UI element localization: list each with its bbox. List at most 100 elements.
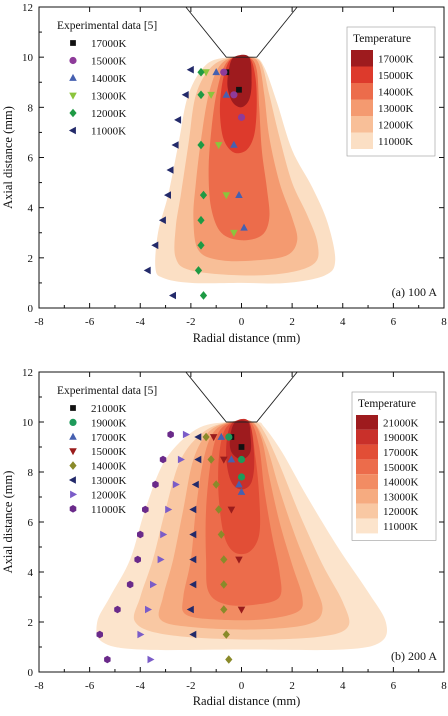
- data-point-11000K: [134, 555, 141, 564]
- data-point-14000K: [220, 555, 228, 564]
- temperature-contours: [155, 54, 336, 284]
- data-point-15000K: [230, 91, 238, 99]
- data-point-14000K: [212, 68, 220, 76]
- legend-label: 17000K: [91, 38, 127, 50]
- temperature-legend-label: 11000K: [383, 521, 418, 533]
- temperature-legend-label: 14000K: [383, 477, 419, 489]
- legend-marker-15000K: [69, 448, 77, 456]
- experimental-legend: Experimental data [5] 17000K 15000K 14000K 1…: [57, 20, 157, 138]
- data-point-12000K: [160, 530, 168, 539]
- y-tick-label: 2: [28, 617, 34, 629]
- data-point-12000K: [145, 605, 152, 614]
- legend-marker-13000K: [69, 92, 77, 100]
- data-point-13000K: [222, 192, 231, 200]
- data-point-11000K: [171, 141, 179, 149]
- data-point-12000K: [197, 215, 205, 225]
- legend-label: 12000K: [91, 489, 127, 501]
- x-tick-label: -4: [136, 680, 146, 692]
- legend-label: 14000K: [91, 73, 127, 85]
- electrode-tip: [185, 6, 298, 58]
- data-point-14000K: [217, 530, 225, 539]
- temperature-swatch-14000K: [351, 83, 373, 100]
- y-tick-label: 12: [22, 367, 33, 379]
- x-tick-label: 2: [289, 680, 295, 692]
- temperature-legend-label: 21000K: [383, 417, 419, 429]
- temperature-swatch-17000K: [351, 50, 373, 67]
- data-point-17000K: [236, 86, 242, 93]
- legend-label: 12000K: [91, 108, 127, 120]
- data-point-11000K: [174, 116, 182, 124]
- data-point-17000K: [235, 480, 243, 488]
- data-point-11000K: [114, 605, 121, 614]
- legend-marker-11000K: [68, 126, 76, 135]
- axis-ticks: -8 -6 -4 -2 0 2 4 6 8 0 2 4 6 8 10 12: [22, 2, 447, 328]
- data-point-14000K: [222, 90, 231, 98]
- data-point-14000K: [207, 455, 215, 464]
- data-point-12000K: [137, 630, 145, 639]
- data-point-12000K: [172, 480, 180, 489]
- data-point-11000K: [137, 530, 144, 539]
- data-point-12000K: [199, 291, 208, 300]
- temperature-swatch-12000K: [351, 116, 373, 133]
- temperature-swatch-15000K: [351, 66, 373, 83]
- data-point-15000K: [237, 113, 246, 121]
- legend-marker-12000K: [70, 490, 78, 499]
- data-point-12000K: [157, 555, 165, 564]
- data-point-14000K: [220, 605, 228, 614]
- y-tick-label: 10: [22, 52, 34, 64]
- y-tick-label: 4: [28, 567, 34, 579]
- legend-marker-19000K: [69, 418, 77, 426]
- temperature-legend-title: Temperature: [358, 398, 416, 410]
- data-point-11000K: [158, 216, 166, 224]
- data-point-15000K: [209, 434, 218, 442]
- legend-marker-11000K: [69, 505, 77, 513]
- temperature-legend-label: 13000K: [383, 491, 419, 503]
- data-point-17000K: [227, 455, 236, 463]
- x-tick-label: -8: [34, 316, 44, 328]
- y-tick-label: 4: [28, 203, 34, 215]
- legend-marker-12000K: [69, 108, 77, 118]
- chart-panel-a: -8 -6 -4 -2 0 2 4 6 8 0 2 4 6 8 10 12 Radial distance (m…: [1, 2, 447, 345]
- x-tick-label: 2: [289, 316, 295, 328]
- data-point-14000K: [235, 191, 243, 198]
- x-tick-label: -6: [85, 680, 95, 692]
- x-tick-label: 6: [391, 316, 397, 328]
- legend-label: 13000K: [91, 475, 127, 487]
- legend-marker-21000K: [70, 405, 76, 411]
- data-point-11000K: [169, 291, 176, 300]
- data-point-13000K: [191, 480, 199, 489]
- temperature-legend-label: 15000K: [378, 70, 414, 82]
- data-point-12000K: [165, 505, 173, 514]
- y-axis-label: Axial distance (mm): [1, 471, 15, 574]
- data-point-21000K: [238, 444, 245, 450]
- y-tick-label: 6: [28, 153, 34, 165]
- data-point-11000K: [143, 266, 151, 275]
- x-tick-label: -6: [85, 316, 95, 328]
- data-point-15000K: [237, 606, 246, 614]
- legend-marker-17000K: [70, 40, 76, 46]
- data-point-11000K: [166, 166, 174, 174]
- temperature-legend-label: 13000K: [378, 103, 414, 115]
- temperature-legend-label: 12000K: [383, 506, 419, 518]
- data-point-12000K: [150, 580, 157, 589]
- data-point-19000K: [225, 433, 233, 441]
- data-point-13000K: [207, 91, 215, 99]
- experimental-data: [96, 430, 246, 664]
- y-tick-label: 6: [28, 517, 34, 529]
- data-point-13000K: [189, 505, 197, 514]
- x-axis-label: Radial distance (mm): [193, 694, 301, 708]
- y-tick-label: 0: [28, 667, 34, 679]
- data-point-11000K: [181, 91, 189, 99]
- data-point-17000K: [237, 487, 246, 495]
- temperature-swatch-12000K: [356, 503, 378, 519]
- data-point-11000K: [151, 241, 159, 250]
- legend-marker-15000K: [69, 56, 77, 65]
- data-point-14000K: [222, 630, 230, 639]
- data-point-12000K: [182, 430, 190, 439]
- data-point-11000K: [96, 630, 103, 639]
- data-point-12000K: [197, 90, 205, 100]
- y-tick-label: 8: [28, 467, 34, 479]
- x-tick-label: 6: [391, 680, 397, 692]
- temperature-swatch-14000K: [356, 474, 378, 489]
